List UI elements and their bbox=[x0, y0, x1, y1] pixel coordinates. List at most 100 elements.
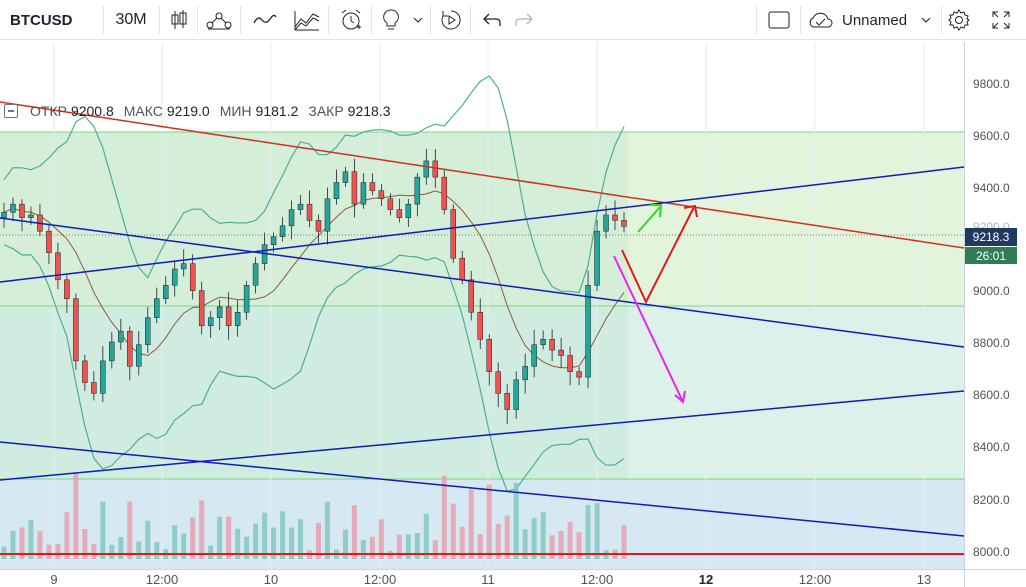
price-scale[interactable]: 9800.0 9600.0 9400.0 9000.0 8800.0 8600.… bbox=[964, 42, 1026, 569]
indicators-icon[interactable] bbox=[201, 0, 237, 40]
high-label: МАКС bbox=[123, 103, 163, 119]
undo-icon[interactable] bbox=[478, 0, 506, 40]
replay-icon[interactable] bbox=[436, 0, 466, 40]
volume-bar bbox=[154, 542, 160, 559]
time-tick: 10 bbox=[263, 572, 279, 587]
volume-bar bbox=[289, 527, 295, 559]
blue-trend-line-2[interactable] bbox=[0, 217, 964, 348]
volume-bar bbox=[378, 519, 384, 559]
candle-body bbox=[549, 339, 555, 351]
candle-body bbox=[171, 268, 178, 286]
green-arrow[interactable] bbox=[637, 204, 663, 233]
toolbar-divider bbox=[103, 6, 104, 34]
fullscreen-square-icon[interactable] bbox=[764, 0, 794, 40]
candle-body bbox=[109, 341, 115, 362]
candle-body bbox=[1, 212, 7, 218]
volume-bar bbox=[441, 475, 447, 559]
candle-body bbox=[333, 182, 340, 199]
volume-bar bbox=[298, 519, 304, 559]
redo-icon[interactable] bbox=[510, 0, 538, 40]
volume-bar bbox=[208, 545, 214, 559]
time-tick: 11 bbox=[481, 572, 495, 587]
toolbar-divider bbox=[159, 6, 160, 34]
blue-trend-line-1[interactable] bbox=[0, 166, 964, 283]
volume-bar bbox=[351, 505, 357, 559]
candle-body bbox=[486, 339, 492, 372]
alert-icon[interactable] bbox=[334, 0, 368, 40]
candle-body bbox=[594, 230, 600, 286]
interval-button[interactable]: 30M bbox=[115, 11, 147, 28]
chart-canvas[interactable] bbox=[0, 42, 964, 569]
layout-name: Unnamed bbox=[842, 11, 908, 29]
expand-icon[interactable] bbox=[986, 0, 1016, 40]
candle-body bbox=[324, 198, 331, 232]
volume-bar bbox=[360, 539, 366, 559]
volume-bar bbox=[91, 544, 97, 559]
candle-body bbox=[207, 317, 214, 327]
volume-bar bbox=[594, 502, 600, 559]
candle-body bbox=[504, 393, 510, 410]
candle-body bbox=[198, 290, 205, 327]
candle-body bbox=[612, 214, 618, 221]
candle-body bbox=[558, 349, 564, 356]
candle-body bbox=[10, 203, 16, 213]
volume-bar bbox=[513, 482, 519, 559]
volume-bar bbox=[576, 532, 582, 559]
collapse-legend-icon[interactable] bbox=[4, 104, 18, 118]
candle-body bbox=[19, 203, 25, 218]
candle-body bbox=[91, 382, 97, 394]
magenta-arrow[interactable] bbox=[613, 255, 686, 404]
ohlc-legend: ОТКР 9200.8 МАКС 9219.0 МИН 9181.2 ЗАКР … bbox=[4, 103, 391, 119]
bar-countdown-label: 26:01 bbox=[965, 247, 1017, 264]
price-tick: 8800.0 bbox=[973, 336, 1010, 350]
candle-body bbox=[288, 209, 295, 227]
toolbar-divider bbox=[240, 6, 241, 34]
candle-body bbox=[360, 182, 367, 205]
red-path-arrow[interactable] bbox=[621, 204, 698, 305]
candle-body bbox=[162, 284, 169, 299]
chevron-down-icon bbox=[921, 17, 931, 23]
candle-body bbox=[55, 252, 61, 281]
ideas-icon[interactable] bbox=[376, 0, 406, 40]
candle-body bbox=[315, 220, 322, 232]
toolbar-divider bbox=[800, 6, 801, 34]
volume-bars bbox=[1, 472, 627, 559]
volume-bar bbox=[199, 500, 205, 559]
candle-body bbox=[145, 317, 151, 345]
settings-icon[interactable] bbox=[944, 0, 974, 40]
volume-bar bbox=[109, 544, 115, 559]
symbol-search-button[interactable]: BTCUSD bbox=[10, 11, 73, 29]
compare-icon[interactable] bbox=[288, 0, 326, 40]
price-tick: 9800.0 bbox=[973, 77, 1010, 91]
volume-bar bbox=[181, 533, 187, 559]
candles-icon[interactable] bbox=[164, 0, 194, 40]
zone-green bbox=[0, 132, 964, 306]
blue-trend-line-4[interactable] bbox=[0, 441, 964, 537]
price-tick: 9600.0 bbox=[973, 129, 1010, 143]
top-toolbar: BTCUSD 30M Unnamed bbox=[0, 0, 1026, 40]
volume-bar bbox=[64, 512, 70, 559]
volume-bar bbox=[567, 522, 573, 559]
time-scale[interactable]: 9 12:00 10 12:00 11 12:00 12 12:00 13 bbox=[0, 569, 964, 587]
candle-body bbox=[522, 366, 528, 381]
candle-body bbox=[405, 203, 412, 218]
candle-body bbox=[136, 344, 142, 367]
volume-bar bbox=[100, 501, 106, 559]
chart-pane[interactable]: ОТКР 9200.8 МАКС 9219.0 МИН 9181.2 ЗАКР … bbox=[0, 42, 964, 569]
red-trend-line[interactable] bbox=[0, 101, 964, 249]
volume-bar bbox=[414, 532, 420, 559]
line-tool-icon[interactable] bbox=[248, 0, 282, 40]
blue-trend-line-3[interactable] bbox=[0, 390, 964, 481]
volume-bar bbox=[477, 534, 483, 559]
layout-menu-button[interactable]: Unnamed bbox=[806, 0, 938, 40]
scale-corner bbox=[964, 569, 1026, 587]
candle-body bbox=[225, 306, 232, 327]
volume-bar bbox=[82, 528, 88, 559]
open-value: 9200.8 bbox=[70, 103, 114, 119]
volume-bar bbox=[19, 527, 25, 559]
ideas-dropdown-chevron-icon[interactable] bbox=[408, 0, 428, 40]
volume-bar bbox=[369, 536, 375, 559]
candle-body bbox=[468, 279, 474, 313]
candle-body bbox=[73, 298, 79, 362]
current-price-label: 9218.3 bbox=[965, 228, 1017, 246]
